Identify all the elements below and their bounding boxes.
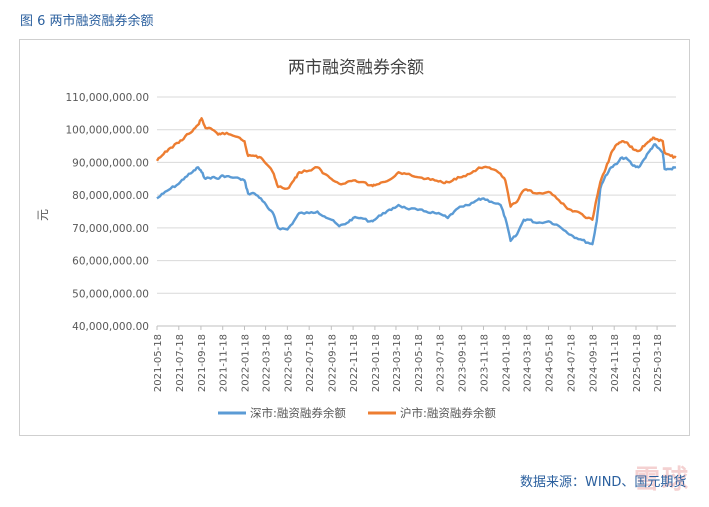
chart-title: 两市融资融券余额	[288, 58, 424, 78]
x-tick-label: 2024-07-18	[566, 334, 577, 392]
x-tick-label: 2024-05-18	[544, 334, 555, 392]
x-tick-label: 2021-05-18	[153, 334, 164, 392]
y-tick-label: 110,000,000.00	[66, 92, 150, 104]
grid-lines	[157, 96, 676, 327]
x-tick-label: 2023-09-18	[458, 334, 469, 392]
x-tick-label: 2023-07-18	[436, 334, 447, 392]
x-tick-label: 2022-01-18	[241, 334, 252, 392]
x-tick-label: 2021-11-18	[219, 334, 230, 392]
y-axis-label: 元	[36, 209, 50, 221]
chart-frame: 两市融资融券余额 元 40,000,000.00 50,000,000.00 60,…	[19, 39, 690, 436]
x-tick-label: 2022-03-18	[262, 334, 273, 392]
figure-caption: 图 6 两市融资融券余额	[20, 14, 154, 29]
x-axis-ticks: 2021-05-18 2021-07-18 2021-09-18 2021-11-18…	[153, 326, 664, 392]
x-tick-label: 2024-11-18	[610, 334, 621, 392]
x-tick-label: 2022-05-18	[283, 334, 294, 392]
x-tick-label: 2024-01-18	[501, 334, 512, 392]
watermark-logo: 雪球	[620, 454, 704, 500]
source-note: 数据来源：WIND、国元期货	[520, 475, 687, 490]
y-tick-label: 60,000,000.00	[72, 256, 149, 268]
y-tick-label: 90,000,000.00	[72, 157, 149, 169]
x-tick-label: 2023-05-18	[414, 334, 425, 392]
x-tick-label: 2025-01-18	[632, 334, 643, 392]
y-tick-label: 70,000,000.00	[72, 223, 149, 235]
x-tick-label: 2022-11-18	[349, 334, 360, 392]
x-tick-label: 2024-03-18	[523, 334, 534, 392]
x-tick-label: 2023-01-18	[371, 334, 382, 392]
legend-label: 沪市:融资融券余额	[400, 406, 496, 420]
series-line-shenzhen	[156, 143, 677, 246]
series-line-shanghai	[155, 117, 677, 221]
series-lines	[155, 117, 677, 246]
x-tick-label: 2024-09-18	[588, 334, 599, 392]
watermark-text: 雪球	[633, 464, 690, 495]
x-tick-label: 2023-03-18	[392, 334, 403, 392]
y-axis-ticks: 40,000,000.00 50,000,000.00 60,000,000.00 7…	[66, 92, 150, 333]
legend-label: 深市:融资融券余额	[250, 406, 346, 420]
chart-canvas: 两市融资融券余额 元 40,000,000.00 50,000,000.00 60,…	[36, 58, 677, 420]
x-tick-label: 2021-09-18	[197, 334, 208, 392]
x-tick-label: 2025-03-18	[653, 334, 664, 392]
y-tick-label: 80,000,000.00	[72, 190, 149, 202]
legend: 深市:融资融券余额 沪市:融资融券余额	[218, 406, 496, 420]
x-tick-label: 2021-07-18	[175, 334, 186, 392]
y-tick-label: 50,000,000.00	[72, 288, 149, 300]
y-tick-label: 40,000,000.00	[72, 321, 149, 333]
x-tick-label: 2022-09-18	[327, 334, 338, 392]
y-tick-label: 100,000,000.00	[66, 125, 150, 137]
x-tick-label: 2023-11-18	[479, 334, 490, 392]
x-tick-label: 2022-07-18	[305, 334, 316, 392]
